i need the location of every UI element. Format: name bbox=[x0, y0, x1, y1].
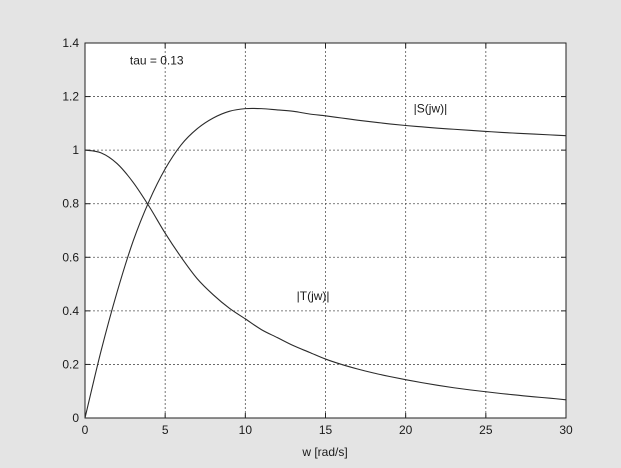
y-tick-label: 1.4 bbox=[62, 36, 79, 50]
annotation-s-label: |S(jw)| bbox=[414, 102, 448, 116]
series-lines bbox=[84, 107, 567, 419]
series-line-1 bbox=[84, 149, 567, 401]
y-tick-label: 0 bbox=[72, 411, 79, 425]
series-line-0 bbox=[84, 107, 567, 419]
y-tick-label: 0.8 bbox=[62, 197, 79, 211]
x-tick-label: 10 bbox=[239, 423, 253, 437]
x-tick-label: 5 bbox=[162, 423, 169, 437]
y-tick-label: 0.6 bbox=[62, 250, 79, 264]
x-tick-label: 0 bbox=[82, 423, 89, 437]
y-tick-label: 0.2 bbox=[62, 357, 79, 371]
x-tick-label: 30 bbox=[559, 423, 573, 437]
annotation-tau: tau = 0.13 bbox=[130, 53, 184, 67]
annotation-t-label: |T(jw)| bbox=[297, 289, 330, 303]
x-axis-label: w [rad/s] bbox=[301, 445, 347, 459]
tick-labels: 0 5 10 15 20 25 30 0 0.2 0.4 0.6 0.8 1 1.2 1.4 bbox=[62, 36, 573, 437]
x-tick-label: 20 bbox=[399, 423, 413, 437]
annotations: tau = 0.13 |S(jw)| |T(jw)| bbox=[130, 53, 447, 303]
y-tick-label: 1.2 bbox=[62, 90, 79, 104]
y-tick-label: 1 bbox=[72, 143, 79, 157]
grid bbox=[85, 43, 566, 418]
y-tick-label: 0.4 bbox=[62, 304, 79, 318]
x-tick-label: 25 bbox=[479, 423, 493, 437]
x-tick-label: 15 bbox=[319, 423, 333, 437]
